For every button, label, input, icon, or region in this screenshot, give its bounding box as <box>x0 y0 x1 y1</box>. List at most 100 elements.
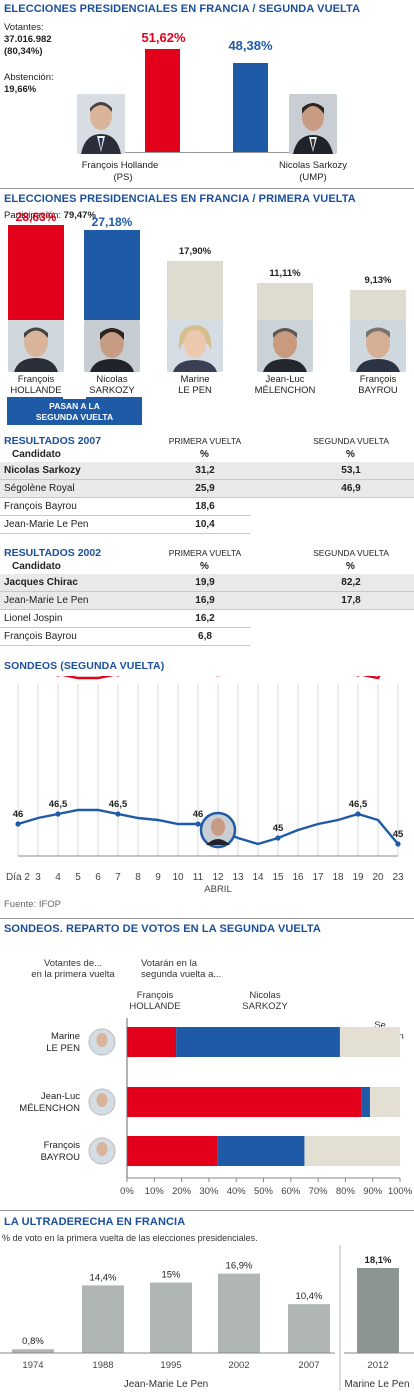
table-row-divider <box>0 533 250 534</box>
ultra-bar-label: 18,1% <box>365 1255 392 1266</box>
reparto-sarkozy-l1: Nicolas <box>249 990 281 1001</box>
table-row-v2: 46,9 <box>341 483 361 494</box>
primera-last-2: SARKOZY <box>89 385 135 396</box>
ultra-year-label: 1995 <box>160 1360 181 1371</box>
fuente-label: Fuente: IFOP <box>4 899 62 910</box>
table-row-divider <box>0 591 414 592</box>
hollande-second-round-bar <box>145 49 180 152</box>
sarkozy-avatar-face <box>211 818 225 836</box>
series-point <box>116 676 120 677</box>
table-row-v2: 53,1 <box>341 465 361 476</box>
primera-first-1: François <box>17 374 55 385</box>
table-row-v2: 82,2 <box>341 577 361 588</box>
results-2007-title: RESULTADOS 2007 <box>4 435 102 447</box>
reparto-sarkozy-l2: SARKOZY <box>242 1001 288 1012</box>
data-label: 46,5 <box>349 799 368 810</box>
x-tick-label: 18 <box>332 872 344 883</box>
results-2007-head-candidato: Candidato <box>12 449 61 460</box>
table-row-name: François Bayrou <box>4 501 77 512</box>
stack-segment <box>127 1136 218 1166</box>
primera-pct-4: 11,11% <box>269 268 301 280</box>
stack-segment <box>176 1027 340 1057</box>
row-label-last: BAYROU <box>41 1152 81 1163</box>
x-tick-label: 5 <box>75 872 81 883</box>
x-tick-label: 7 <box>115 872 121 883</box>
votaran-l1: Votarán en la <box>141 958 197 969</box>
ultra-bar-label: 10,4% <box>296 1291 323 1302</box>
table-row-bg <box>0 592 414 609</box>
x-tick-label: 17 <box>312 872 324 883</box>
votantes-de-label: Votantes de... en la primera vuelta <box>18 958 128 980</box>
table-row-name: François Bayrou <box>4 631 77 642</box>
ultra-bar <box>357 1268 399 1353</box>
data-label: 46,5 <box>49 799 68 810</box>
x-tick-label: 0% <box>120 1186 134 1197</box>
ultra-title: LA ULTRADERECHA EN FRANCIA <box>4 1216 186 1228</box>
series-point <box>56 676 60 677</box>
row-avatar-face <box>96 1093 108 1107</box>
ultra-year-label: 2007 <box>298 1360 319 1371</box>
results-2007-table: RESULTADOS 2007 PRIMERA VUELTA SEGUNDA V… <box>0 432 414 547</box>
table-row-v1: 18,6 <box>195 501 215 512</box>
hollande-party: (PS) <box>113 172 133 183</box>
table-row-divider <box>0 479 414 480</box>
stack-segment <box>361 1087 370 1117</box>
votantes-de-l2: en la primera vuelta <box>31 969 115 980</box>
primera-last-3: LE PEN <box>178 385 212 396</box>
x-tick-label: 9 <box>155 872 161 883</box>
primera-bar-3 <box>167 260 223 320</box>
x-tick-label: 3 <box>35 872 41 883</box>
table-row-name: Lionel Jospin <box>4 613 63 624</box>
x-tick-label: 13 <box>232 872 244 883</box>
x-tick-label: 11 <box>193 872 204 883</box>
x-tick-label: 100% <box>388 1186 413 1197</box>
series-line-hollande <box>61 676 381 680</box>
x-tick-label: 12 <box>212 872 224 883</box>
results-2002-title: RESULTADOS 2002 <box>4 547 102 559</box>
ultra-subtitle: % de voto en la primera vuelta de las el… <box>2 1233 258 1243</box>
primera-first-4: Jean-Luc <box>265 374 305 385</box>
row-label-first: Jean-Luc <box>41 1091 80 1102</box>
table-row-divider <box>0 627 250 628</box>
x-tick-label: 70% <box>309 1186 329 1197</box>
x-tick-label: 19 <box>352 872 364 883</box>
hollande-photo <box>77 94 125 154</box>
ultra-bar-label: 16,9% <box>226 1261 253 1272</box>
votaran-l2: segunda vuelta a... <box>141 969 222 980</box>
primera-first-2: Nicolas <box>96 374 128 385</box>
row-avatar <box>88 1088 116 1116</box>
series-point <box>55 811 61 817</box>
table-row-v1: 19,9 <box>195 577 215 588</box>
table-row-name: Ségolène Royal <box>4 483 75 494</box>
table-row-name: Jean-Marie Le Pen <box>4 595 89 606</box>
ultra-group2-label: Marine Le Pen <box>344 1379 409 1390</box>
results-2007-col1: PRIMERA VUELTA <box>168 436 242 446</box>
primera-pct-5: 9,13% <box>364 274 392 286</box>
x-tick-label: 15 <box>272 872 284 883</box>
primera-first-5: François <box>359 374 397 385</box>
participacion-value: 79,47% <box>63 210 96 221</box>
row-avatar <box>88 1028 116 1056</box>
table-row-divider <box>0 497 414 498</box>
table-row-bg <box>0 574 414 591</box>
hollande-photo-primera <box>8 320 64 372</box>
stack-segment <box>339 1027 400 1057</box>
pasan-connector-right <box>86 397 142 399</box>
results-2002-head-pct2: % <box>346 561 355 572</box>
table-row-v1: 16,9 <box>195 595 215 606</box>
abstencion-value: 19,66% <box>4 84 37 95</box>
sarkozy-name: Nicolas Sarkozy <box>278 160 348 171</box>
data-label: 46 <box>193 809 204 820</box>
abstencion-label: Abstención: <box>4 72 54 83</box>
x-tick-label: 20 <box>372 872 384 883</box>
stack-segment <box>127 1087 362 1117</box>
primera-pct-2: 27,18% <box>91 214 133 229</box>
reparto-abst-l1: Se <box>374 1020 386 1031</box>
row-label-last: LE PEN <box>46 1043 80 1054</box>
results-2007-head-pct2: % <box>346 449 355 460</box>
sarkozy-second-round-pct: 48,38% <box>228 38 273 53</box>
ultra-year-label: 1974 <box>22 1360 43 1371</box>
primera-bar-5 <box>350 289 406 320</box>
x-tick-label: 80% <box>336 1186 356 1197</box>
x-tick-label: 8 <box>135 872 141 883</box>
